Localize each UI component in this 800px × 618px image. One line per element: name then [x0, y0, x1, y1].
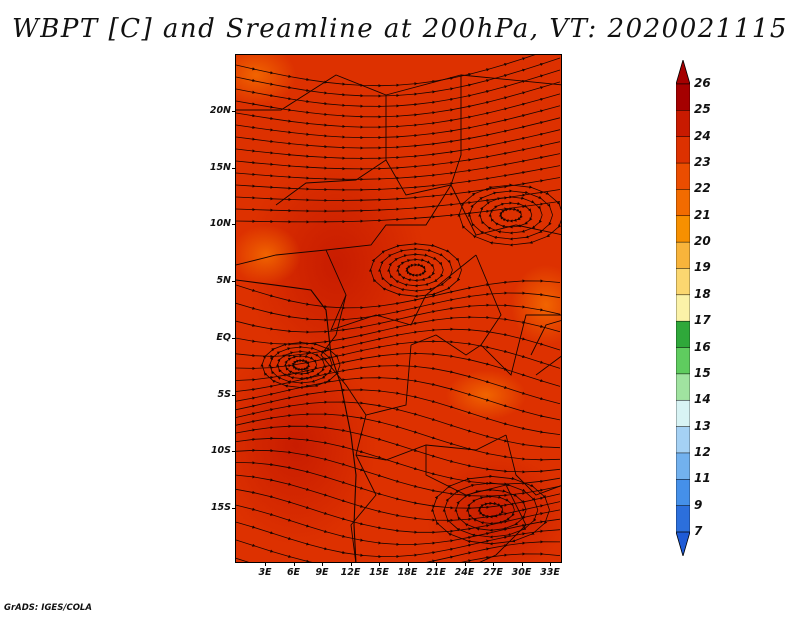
x-tick-label: 3E — [258, 567, 272, 578]
colorbar-segment — [675, 452, 691, 481]
colorbar-top-cap — [675, 58, 691, 85]
x-tick-label: 6E — [286, 567, 301, 578]
x-tick-mark — [493, 563, 494, 566]
colorbar-segment — [675, 162, 691, 191]
y-tick-label: 20N — [209, 105, 231, 116]
colorbar-segment — [675, 426, 691, 454]
x-tick-mark — [521, 563, 523, 566]
x-tick-label: 27E — [483, 567, 503, 578]
colorbar-segment — [675, 347, 691, 375]
colorbar-canvas — [675, 58, 691, 558]
colorbar-segment — [675, 241, 691, 270]
streamlines — [236, 55, 561, 562]
x-tick-label: 30E — [511, 567, 532, 578]
colorbar-label: 25 — [694, 102, 711, 117]
colorbar-segment — [675, 373, 691, 401]
x-tick-label: 21E — [426, 567, 446, 578]
y-tick-label: 15S — [210, 501, 231, 513]
colorbar-label: 19 — [694, 260, 711, 275]
y-tick-mark — [232, 451, 235, 453]
x-tick-label: 15E — [369, 567, 389, 578]
x-tick-mark — [464, 563, 466, 566]
y-tick-label: EQ — [216, 331, 231, 343]
x-tick-mark — [407, 563, 409, 566]
chart-title: WBPT [C] and Sreamline at 200hPa, VT: 20… — [12, 14, 788, 44]
y-tick-mark — [232, 111, 235, 112]
y-tick-mark — [232, 281, 235, 283]
y-tick-label: 15N — [209, 161, 231, 173]
colorbar-label: 13 — [694, 418, 711, 433]
x-tick-mark — [379, 563, 380, 566]
x-tick-label: 12E — [340, 567, 361, 578]
x-tick-mark — [322, 563, 323, 566]
colorbar-segment — [675, 268, 691, 296]
y-tick-label: 5S — [217, 388, 231, 400]
map-panel — [235, 54, 562, 563]
x-tick-mark — [350, 563, 352, 566]
y-tick-mark — [232, 394, 235, 396]
y-tick-mark — [232, 167, 235, 169]
colorbar-segment — [675, 399, 691, 428]
y-tick-label: 10N — [209, 218, 231, 230]
streamline — [457, 183, 561, 247]
colorbar-label: 17 — [694, 313, 711, 328]
x-tick-label: 33E — [540, 567, 560, 578]
y-tick-mark — [232, 337, 235, 339]
y-tick-label: 5N — [216, 275, 231, 287]
colorbar-segment — [675, 479, 691, 507]
colorbar-segment — [675, 136, 691, 164]
x-tick-label: 9E — [315, 567, 329, 578]
colorbar-label: 26 — [694, 76, 711, 90]
colorbar — [675, 58, 691, 558]
streamline — [236, 552, 561, 562]
map-canvas — [236, 55, 561, 562]
colorbar-segment — [675, 320, 691, 349]
colorbar-label: 14 — [694, 392, 711, 407]
colorbar-bottom-cap — [675, 531, 691, 558]
y-tick-label: 10S — [210, 445, 231, 457]
y-tick-mark — [232, 224, 235, 226]
colorbar-label: 12 — [694, 444, 711, 459]
colorbar-label: 7 — [694, 524, 703, 538]
colorbar-segment — [675, 83, 691, 112]
colorbar-label: 23 — [694, 155, 711, 170]
y-tick-mark — [232, 507, 235, 509]
x-tick-label: 24E — [454, 567, 475, 578]
colorbar-label: 9 — [694, 497, 703, 512]
colorbar-label: 18 — [694, 286, 711, 301]
colorbar-label: 16 — [694, 339, 711, 354]
x-tick-mark — [550, 563, 551, 566]
colorbar-label: 21 — [694, 207, 711, 222]
colorbar-label: 11 — [694, 471, 711, 486]
colorbar-label: 24 — [694, 128, 711, 143]
colorbar-label: 20 — [694, 234, 711, 249]
colorbar-segment — [675, 215, 691, 243]
colorbar-segment — [675, 189, 691, 217]
colorbar-label: 22 — [694, 181, 711, 196]
x-tick-label: 18E — [397, 567, 418, 578]
colorbar-segment — [675, 110, 691, 138]
colorbar-segment — [675, 294, 691, 322]
x-tick-mark — [436, 563, 437, 566]
grads-credit: GrADS: IGES/COLA — [4, 603, 92, 613]
x-tick-mark — [293, 563, 295, 566]
colorbar-label: 15 — [694, 365, 711, 380]
x-tick-mark — [265, 563, 266, 566]
colorbar-segment — [675, 505, 691, 533]
